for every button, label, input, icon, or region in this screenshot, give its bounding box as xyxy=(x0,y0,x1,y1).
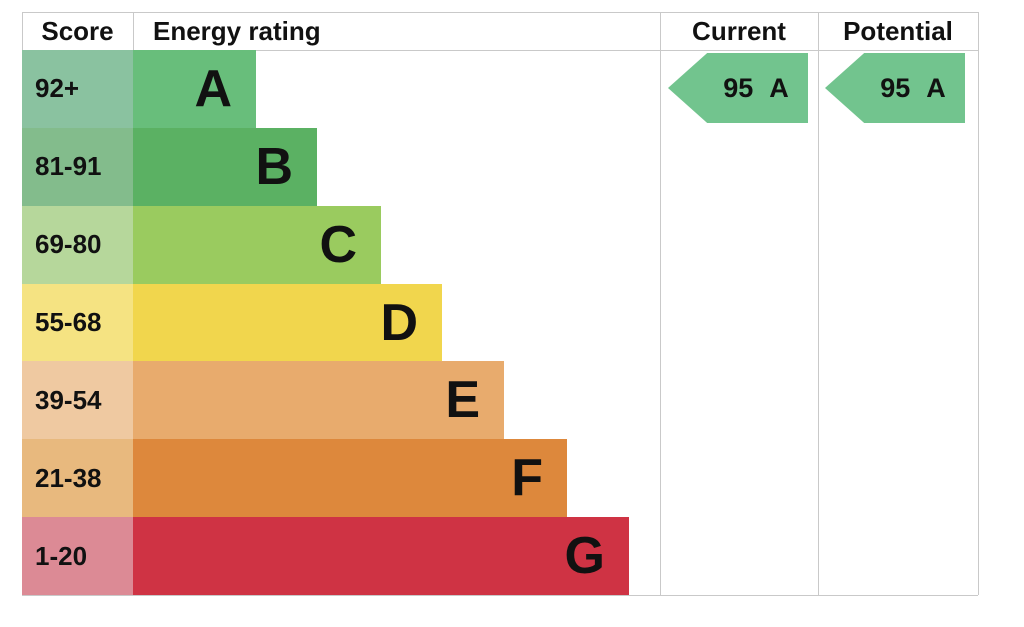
band-row-a: 92+ A xyxy=(22,50,660,128)
header-bottom-border xyxy=(22,50,978,51)
band-row-f: 21-38 F xyxy=(22,439,660,518)
current-rating-letter: A xyxy=(769,72,789,103)
current-rating-arrow: 95 A xyxy=(668,53,808,123)
score-range-g: 1-20 xyxy=(22,517,133,596)
header-left-border xyxy=(22,12,23,50)
score-range-f: 21-38 xyxy=(22,439,133,518)
score-column-divider xyxy=(133,12,134,50)
score-range-c: 69-80 xyxy=(22,205,133,284)
rating-bar-c: C xyxy=(133,205,381,284)
rating-bar-f: F xyxy=(133,439,567,518)
rating-bar-b: B xyxy=(133,127,317,206)
band-row-b: 81-91 B xyxy=(22,127,660,206)
potential-column-header: Potential xyxy=(843,15,953,46)
current-rating-value: 95 xyxy=(723,72,754,103)
score-range-a: 92+ xyxy=(22,50,133,128)
table-top-border xyxy=(22,12,978,13)
table-bottom-border xyxy=(22,595,978,596)
potential-rating-letter: A xyxy=(926,72,946,103)
band-row-g: 1-20 G xyxy=(22,517,660,596)
current-column-left-border xyxy=(660,12,661,595)
rating-bands: 92+ A 81-91 B 69-80 C 55-68 D 39-54 E 21-38 F 1-20 G xyxy=(22,50,660,596)
score-column-header: Score xyxy=(41,15,114,46)
rating-bar-g: G xyxy=(133,517,629,596)
table-right-border xyxy=(978,12,979,595)
band-row-d: 55-68 D xyxy=(22,283,660,362)
current-potential-divider xyxy=(818,12,819,595)
score-range-e: 39-54 xyxy=(22,361,133,440)
potential-rating-value: 95 xyxy=(880,72,911,103)
score-range-d: 55-68 xyxy=(22,283,133,362)
energy-rating-column-header: Energy rating xyxy=(153,15,321,46)
rating-bar-a: A xyxy=(133,50,256,128)
current-column-header: Current xyxy=(692,15,786,46)
rating-bar-e: E xyxy=(133,361,504,440)
band-row-c: 69-80 C xyxy=(22,205,660,284)
score-range-b: 81-91 xyxy=(22,127,133,206)
rating-bar-d: D xyxy=(133,283,442,362)
potential-rating-arrow: 95 A xyxy=(825,53,965,123)
band-row-e: 39-54 E xyxy=(22,361,660,440)
